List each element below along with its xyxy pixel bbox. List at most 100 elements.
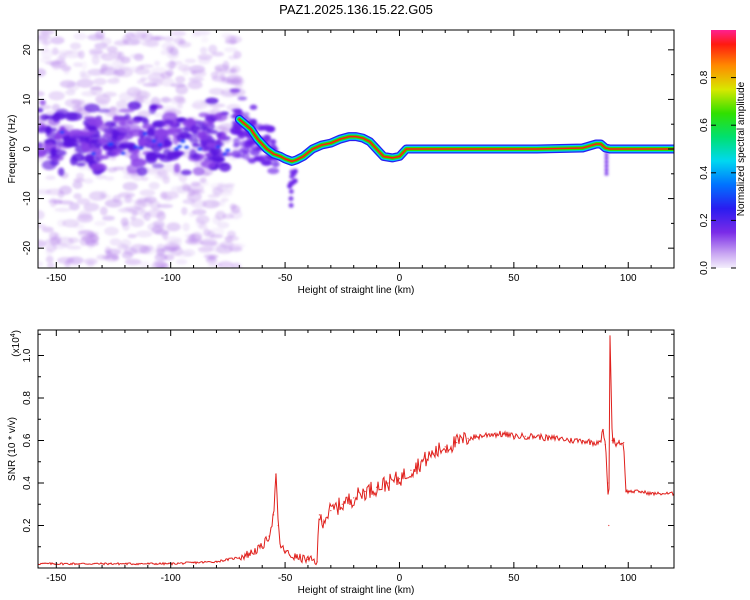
band-blob xyxy=(77,131,93,137)
noise-blob xyxy=(166,49,180,60)
noise-blob xyxy=(73,62,83,68)
noise-blob xyxy=(45,188,64,196)
noise-blob xyxy=(220,197,229,203)
band-blob xyxy=(162,112,178,123)
noise-blob xyxy=(100,190,108,199)
band-blob xyxy=(152,163,164,169)
band-blob xyxy=(112,115,120,124)
noise-blob xyxy=(182,249,196,257)
noise-blob xyxy=(57,236,74,247)
noise-blob xyxy=(66,245,82,250)
noise-blob xyxy=(127,233,137,239)
band-blob xyxy=(204,152,213,157)
noise-blob xyxy=(155,264,165,268)
noise-blob xyxy=(93,77,107,86)
noise-blob xyxy=(215,69,226,75)
transition-blob xyxy=(261,124,271,129)
snr-point xyxy=(639,490,641,493)
noise-blob xyxy=(76,198,91,205)
noise-blob xyxy=(199,46,208,55)
snr-point xyxy=(570,439,572,442)
snr-point xyxy=(364,490,366,493)
band-blob xyxy=(138,139,145,147)
x-tick-label: -50 xyxy=(278,573,293,584)
noise-blob xyxy=(121,35,132,42)
noise-blob xyxy=(89,86,103,91)
snr-point xyxy=(307,558,309,561)
noise-blob xyxy=(134,68,151,75)
transition-blob xyxy=(243,140,254,149)
transition-blob xyxy=(233,130,243,135)
snr-point xyxy=(602,429,604,431)
noise-blob xyxy=(154,60,161,67)
snr-point xyxy=(650,493,652,495)
noise-blob xyxy=(109,106,117,112)
noise-blob xyxy=(170,30,186,37)
snr-point xyxy=(375,486,378,488)
noise-blob xyxy=(77,229,94,239)
noise-blob xyxy=(200,36,209,43)
transition-blob xyxy=(231,108,242,113)
top-y-axis-label: Frequency (Hz) xyxy=(7,115,18,184)
transition-blob xyxy=(229,88,241,93)
tail-blob xyxy=(288,188,294,194)
noise-blob xyxy=(47,198,64,204)
band-blob xyxy=(190,124,199,134)
noise-blob xyxy=(65,89,76,96)
snr-point xyxy=(467,437,469,439)
noise-blob xyxy=(48,91,65,101)
band-core xyxy=(180,139,186,143)
noise-blob xyxy=(104,248,122,256)
noise-blob xyxy=(191,209,207,216)
band-blob xyxy=(197,130,210,141)
transition-blob xyxy=(262,134,272,142)
snr-point xyxy=(604,444,606,446)
band-core xyxy=(215,145,221,149)
noise-blob xyxy=(153,35,166,41)
snr-point xyxy=(625,490,627,493)
noise-blob xyxy=(113,71,121,81)
noise-blob xyxy=(52,47,59,56)
noise-blob xyxy=(99,206,108,216)
band-core xyxy=(197,147,203,151)
noise-blob xyxy=(198,57,211,65)
band-blob xyxy=(98,137,108,145)
band-blob xyxy=(127,101,142,111)
bottom-plot-frame xyxy=(37,329,675,569)
noise-blob xyxy=(227,230,236,238)
noise-blob xyxy=(104,176,115,181)
noise-blob xyxy=(146,38,160,49)
noise-blob xyxy=(189,65,206,74)
snr-point xyxy=(124,563,126,565)
transition-blob xyxy=(271,161,280,168)
band-core xyxy=(91,151,97,156)
noise-blob xyxy=(45,255,54,264)
noise-blob xyxy=(45,249,54,256)
x-tick-label: 50 xyxy=(508,273,520,284)
noise-blob xyxy=(41,226,54,233)
noise-blob xyxy=(94,220,107,227)
band-blob xyxy=(162,121,178,129)
tail-blob xyxy=(287,183,293,189)
band-core xyxy=(184,145,190,149)
noise-blob xyxy=(38,68,47,77)
noise-blob xyxy=(106,46,118,53)
band-core xyxy=(225,148,231,152)
noise-blob xyxy=(133,53,144,62)
noise-blob xyxy=(131,89,149,100)
noise-blob xyxy=(80,60,88,71)
noise-blob xyxy=(95,30,105,40)
band-blob xyxy=(152,120,166,128)
snr-point xyxy=(398,478,401,480)
band-core xyxy=(157,142,163,147)
snr-point xyxy=(421,461,423,463)
band-blob xyxy=(180,169,192,176)
band-blob xyxy=(116,124,131,134)
snr-point xyxy=(490,433,492,435)
noise-blob xyxy=(202,199,220,209)
transition-blob xyxy=(239,147,251,154)
noise-blob xyxy=(49,60,67,68)
band-blob xyxy=(70,156,78,166)
snr-point xyxy=(456,442,458,444)
x-tick-label: 50 xyxy=(508,573,520,584)
